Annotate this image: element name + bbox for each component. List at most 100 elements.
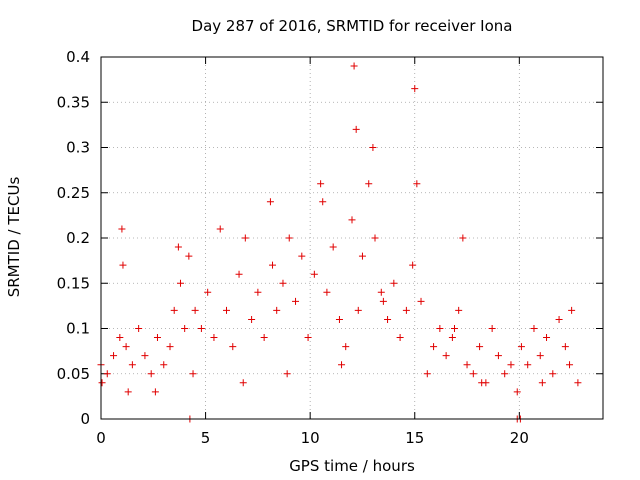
- data-point: [549, 370, 557, 378]
- data-point: [448, 334, 456, 342]
- data-point: [335, 315, 343, 323]
- data-point: [197, 325, 205, 332]
- data-point: [110, 352, 118, 360]
- data-point: [417, 297, 425, 305]
- data-point: [379, 297, 387, 305]
- data-point: [248, 315, 256, 323]
- data-point: [365, 180, 373, 188]
- data-point: [342, 343, 350, 351]
- x-tick-label: 20: [510, 429, 529, 447]
- data-point: [463, 361, 471, 369]
- data-point: [354, 306, 362, 314]
- data-point: [543, 334, 551, 342]
- y-tick-label: 0.25: [57, 184, 90, 202]
- data-point: [292, 297, 300, 305]
- y-tick-label: 0.05: [57, 365, 90, 383]
- data-point: [561, 343, 569, 351]
- data-point: [348, 216, 356, 224]
- data-point: [430, 343, 438, 351]
- data-point: [283, 370, 291, 378]
- x-tick-label: 0: [96, 429, 106, 447]
- y-axis-label: SRMTID / TECUs: [5, 177, 23, 298]
- plot-frame: [100, 56, 604, 420]
- data-point: [530, 325, 538, 332]
- data-point: [273, 306, 281, 314]
- data-point: [181, 325, 189, 332]
- data-point: [555, 315, 563, 323]
- data-point: [469, 370, 477, 378]
- data-point: [442, 352, 450, 360]
- data-point: [254, 288, 262, 296]
- data-point: [128, 361, 136, 369]
- data-point: [103, 370, 111, 378]
- data-point: [269, 261, 277, 269]
- data-point: [455, 306, 463, 314]
- data-point: [304, 334, 312, 342]
- data-point: [371, 234, 379, 242]
- grid: [101, 57, 603, 419]
- data-point: [411, 85, 419, 93]
- data-point: [185, 252, 193, 260]
- data-point: [377, 288, 385, 296]
- data-point: [229, 343, 237, 351]
- data-point: [436, 325, 444, 332]
- data-points: [97, 62, 582, 423]
- data-point: [189, 370, 197, 378]
- data-point: [478, 379, 486, 387]
- chart-title: Day 287 of 2016, SRMTID for receiver Ion…: [192, 17, 513, 35]
- data-point: [450, 325, 458, 332]
- data-point: [566, 361, 574, 369]
- y-tick-label: 0.2: [66, 229, 90, 247]
- data-point: [119, 261, 127, 269]
- y-tick-label: 0.3: [66, 139, 90, 157]
- data-point: [402, 306, 410, 314]
- data-point: [166, 343, 174, 351]
- data-point: [396, 334, 404, 342]
- data-point: [413, 180, 421, 188]
- data-point: [216, 225, 224, 233]
- data-point: [358, 252, 366, 260]
- x-tick-label: 5: [201, 429, 211, 447]
- data-point: [338, 361, 346, 369]
- data-point: [459, 234, 467, 242]
- y-tick-label: 0.15: [57, 274, 90, 292]
- data-point: [204, 288, 212, 296]
- data-point: [390, 279, 398, 287]
- data-point: [476, 343, 484, 351]
- data-point: [170, 306, 178, 314]
- data-point: [517, 343, 525, 351]
- data-point: [151, 388, 159, 396]
- data-point: [176, 279, 184, 287]
- data-point: [507, 361, 515, 369]
- data-point: [574, 379, 582, 387]
- data-point: [494, 352, 502, 360]
- data-point: [568, 306, 576, 314]
- data-point: [191, 306, 199, 314]
- data-point: [285, 234, 293, 242]
- data-point: [174, 243, 182, 251]
- data-point: [122, 343, 130, 351]
- data-point: [317, 180, 325, 188]
- data-point: [118, 225, 126, 233]
- data-point: [260, 334, 268, 342]
- data-point: [160, 361, 168, 369]
- data-point: [239, 379, 247, 387]
- data-point: [241, 234, 249, 242]
- data-point: [235, 270, 243, 278]
- data-point: [369, 144, 377, 151]
- data-point: [153, 334, 161, 342]
- data-point: [323, 288, 331, 296]
- data-point: [310, 270, 318, 278]
- data-point: [319, 198, 327, 206]
- data-point: [409, 261, 417, 269]
- data-point: [352, 125, 360, 133]
- data-point: [279, 279, 287, 287]
- y-tick-label: 0.35: [57, 93, 90, 111]
- y-tick-label: 0.1: [66, 320, 90, 338]
- data-point: [98, 379, 106, 387]
- data-point: [384, 315, 392, 323]
- data-point: [423, 370, 431, 378]
- data-point: [536, 352, 544, 360]
- data-point: [538, 379, 546, 387]
